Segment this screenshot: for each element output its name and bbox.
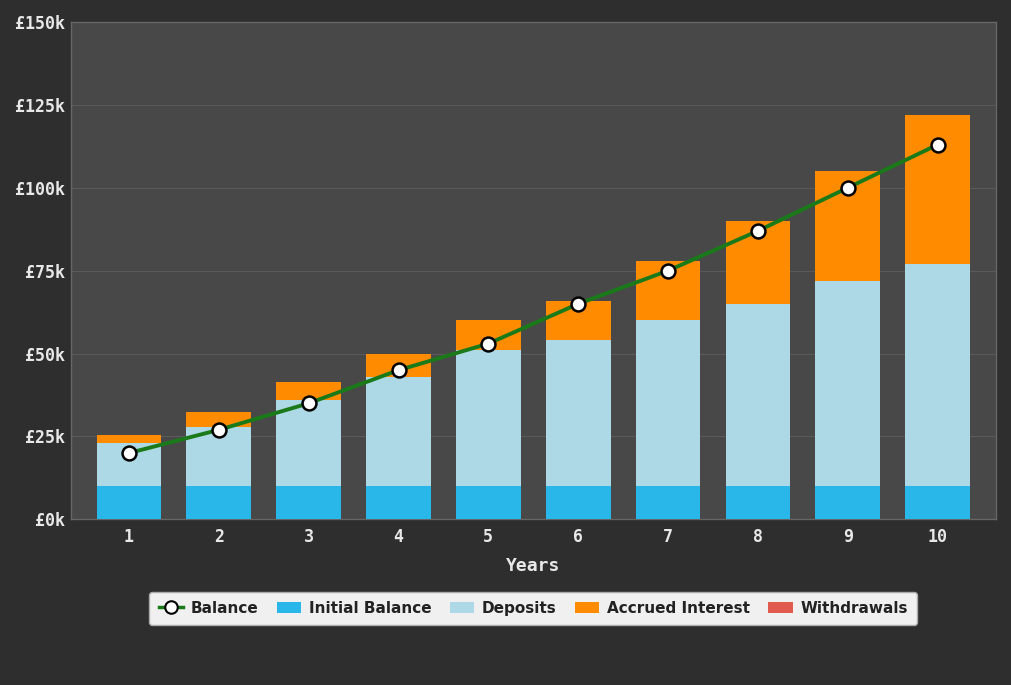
Bar — [816, 281, 881, 486]
Bar — [366, 377, 431, 486]
Legend: Balance, Initial Balance, Deposits, Accrued Interest, Withdrawals: Balance, Initial Balance, Deposits, Accr… — [150, 592, 917, 625]
Bar — [546, 486, 611, 519]
Bar — [97, 443, 162, 486]
Bar — [276, 382, 341, 400]
Bar — [97, 486, 162, 519]
Bar — [366, 486, 431, 519]
Bar — [546, 301, 611, 340]
Bar — [546, 340, 611, 486]
Bar — [726, 221, 791, 304]
Bar — [276, 400, 341, 486]
Bar — [186, 427, 251, 486]
Bar — [456, 486, 521, 519]
Bar — [905, 486, 970, 519]
Bar — [186, 486, 251, 519]
Bar — [636, 261, 701, 321]
Bar — [726, 486, 791, 519]
Bar — [97, 435, 162, 443]
Bar — [905, 115, 970, 264]
Bar — [186, 412, 251, 427]
Bar — [816, 171, 881, 281]
Bar — [636, 486, 701, 519]
Bar — [636, 321, 701, 486]
Bar — [456, 321, 521, 350]
X-axis label: Years: Years — [507, 557, 560, 575]
Bar — [456, 350, 521, 486]
Bar — [366, 353, 431, 377]
Bar — [816, 486, 881, 519]
Bar — [276, 486, 341, 519]
Bar — [905, 264, 970, 486]
Bar — [726, 304, 791, 486]
